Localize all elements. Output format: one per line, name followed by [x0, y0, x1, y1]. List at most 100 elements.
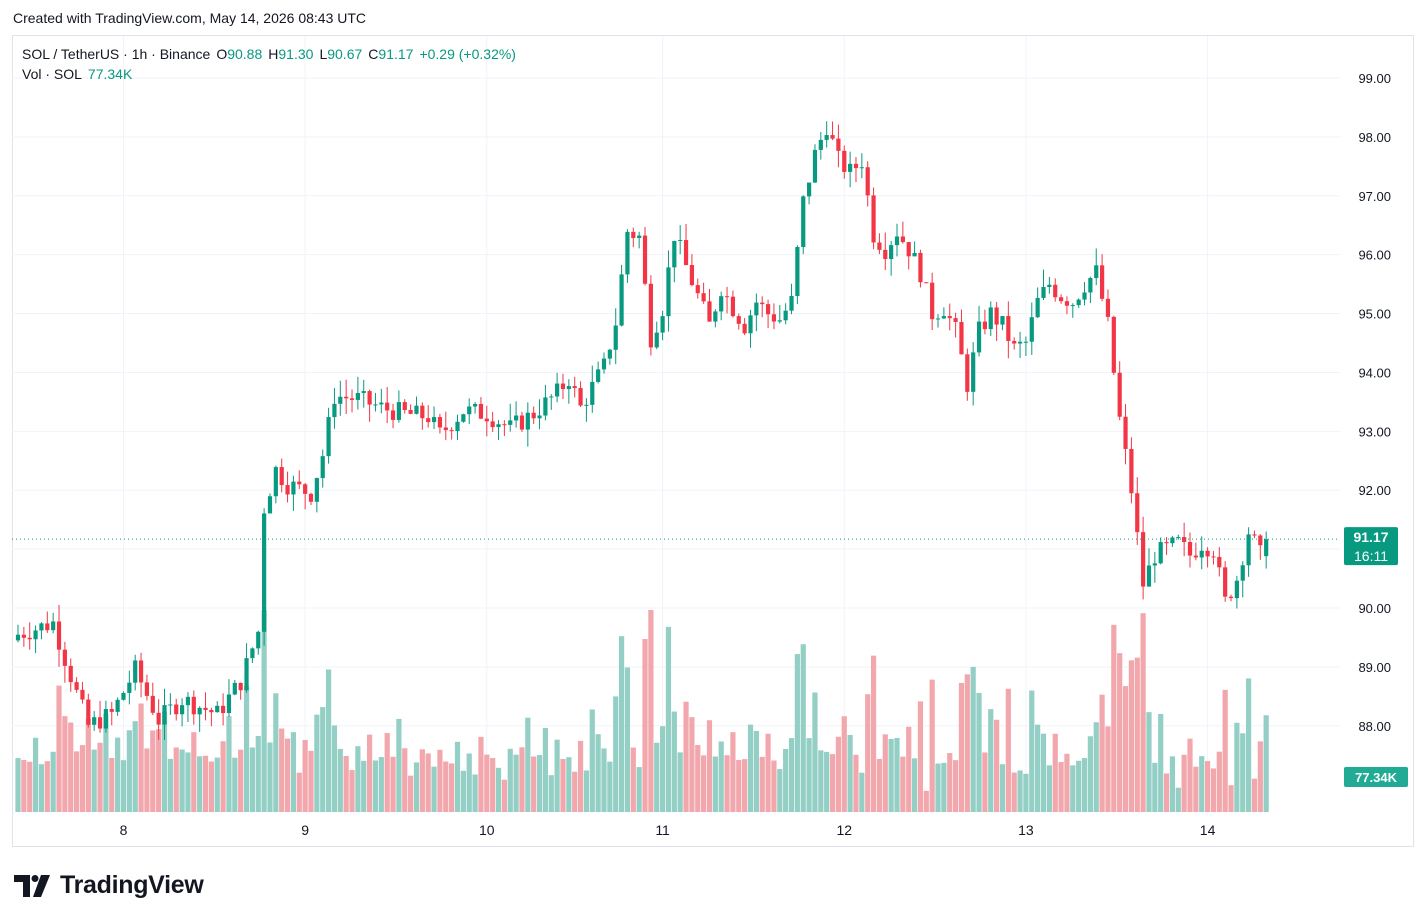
candle-body [988, 307, 993, 330]
candle-body [1047, 284, 1052, 288]
volume-bar [753, 730, 759, 812]
volume-bar [958, 682, 965, 812]
candle-body [267, 496, 273, 514]
x-tick-label: 8 [120, 822, 128, 838]
candle-body [326, 417, 331, 457]
volume-bar [109, 757, 115, 812]
volume-bar [38, 764, 45, 812]
volume-bar [730, 732, 736, 812]
candle-body [379, 402, 384, 405]
tradingview-logo[interactable]: TradingView [14, 871, 204, 900]
candle-body [713, 311, 718, 322]
candle-body [648, 283, 653, 348]
badge-price: 91.17 [1353, 529, 1388, 545]
volume-bar [900, 756, 906, 812]
candle-body [730, 296, 736, 317]
volume-bar [454, 741, 461, 812]
candle-body [1258, 535, 1263, 546]
legend-low: 90.67 [327, 46, 363, 62]
volume-bar [988, 709, 994, 812]
candle-body [256, 631, 261, 649]
volume-bar [437, 749, 443, 812]
volume-bar [1058, 761, 1064, 812]
volume-bar [1005, 688, 1011, 812]
volume-bar [1187, 738, 1193, 812]
candle-body [1023, 341, 1029, 343]
candle-body [859, 167, 864, 169]
y-tick-label: 98.00 [1358, 130, 1391, 145]
candle-body [1029, 317, 1034, 342]
candle-body [1064, 301, 1070, 306]
candle-body [701, 293, 706, 302]
candle-body [1187, 541, 1193, 556]
volume-bar [1257, 741, 1263, 812]
candle-body [900, 236, 905, 243]
candle-body [291, 481, 296, 495]
candle-body [209, 709, 214, 713]
x-tick-label: 13 [1018, 822, 1034, 838]
candle-body [1234, 580, 1239, 599]
volume-bar [736, 760, 742, 812]
volume-bar [290, 732, 297, 812]
candle-body [818, 139, 823, 150]
legend-symbol[interactable]: SOL / TetherUS · 1h · Binance [22, 46, 211, 62]
legend-vol-value: 77.34K [87, 66, 133, 82]
volume-bar [413, 762, 420, 812]
volume-bar [1263, 715, 1269, 812]
candle-body [1088, 278, 1093, 293]
volume-bar [876, 758, 883, 812]
chart-frame[interactable] [12, 35, 1414, 847]
candle-body [560, 383, 566, 390]
volume-bar [378, 757, 384, 812]
candle-body [431, 417, 437, 423]
volume-bar [74, 751, 80, 812]
candle-body [437, 417, 443, 428]
candle-body [121, 692, 126, 700]
candle-body [273, 467, 278, 497]
legend-vol-label[interactable]: Vol · SOL [22, 66, 82, 82]
candle-body [133, 660, 138, 683]
candle-body [660, 316, 665, 333]
volume-bar [994, 719, 1000, 812]
volume-bar [331, 725, 338, 812]
candle-body [80, 689, 85, 700]
candle-body [1012, 340, 1017, 344]
volume-bar [1140, 613, 1146, 812]
candle-body [144, 682, 150, 696]
legend-high: 91.30 [278, 46, 314, 62]
candle-body [736, 316, 741, 324]
candle-body [654, 332, 659, 348]
candle-body [162, 705, 167, 725]
volume-bar [396, 718, 402, 812]
volume-bar [613, 696, 619, 812]
volume-bar [220, 741, 226, 812]
candle-body [490, 421, 495, 428]
y-tick-label: 94.00 [1358, 365, 1391, 380]
candle-body [637, 235, 642, 238]
x-tick-label: 10 [479, 822, 495, 838]
volume-layer [15, 610, 1269, 812]
candle-body [912, 252, 917, 257]
volume-bar [1105, 726, 1111, 812]
candle-body [1111, 316, 1116, 373]
candle-body [297, 481, 302, 485]
volume-bar [1081, 758, 1088, 812]
volume-bar [150, 730, 156, 812]
candle-body [238, 682, 243, 691]
candle-body [918, 252, 923, 283]
candle-body [789, 296, 794, 311]
candle-body [1199, 550, 1204, 558]
candle-body [226, 694, 232, 714]
volume-bar [519, 747, 525, 812]
candle-body [68, 665, 73, 683]
volume-bar [999, 764, 1006, 812]
candle-body [965, 354, 970, 392]
candle-body [232, 682, 237, 695]
volume-bar [759, 756, 765, 812]
candle-body [607, 349, 612, 359]
y-tick-label: 96.00 [1358, 248, 1391, 263]
candle-body [467, 406, 472, 415]
candle-body [27, 637, 32, 640]
volume-bar [302, 740, 308, 812]
